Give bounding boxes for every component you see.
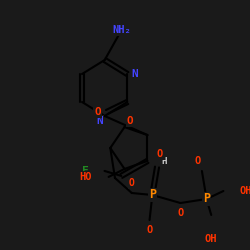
Text: O: O: [157, 149, 163, 159]
Text: O: O: [129, 178, 135, 188]
Text: OH: OH: [205, 234, 218, 244]
Text: H: H: [162, 158, 167, 166]
Text: O: O: [127, 116, 134, 126]
Text: O: O: [146, 225, 153, 235]
Text: F: F: [82, 166, 89, 176]
Text: N: N: [97, 116, 103, 126]
Text: P: P: [149, 188, 156, 202]
Text: N: N: [132, 69, 138, 79]
Text: NH₂: NH₂: [112, 25, 131, 35]
Text: O: O: [94, 107, 101, 117]
Text: OH: OH: [240, 186, 250, 196]
Text: P: P: [203, 192, 210, 205]
Text: HO: HO: [79, 172, 92, 182]
Text: O: O: [177, 208, 184, 218]
Text: O: O: [194, 156, 200, 166]
